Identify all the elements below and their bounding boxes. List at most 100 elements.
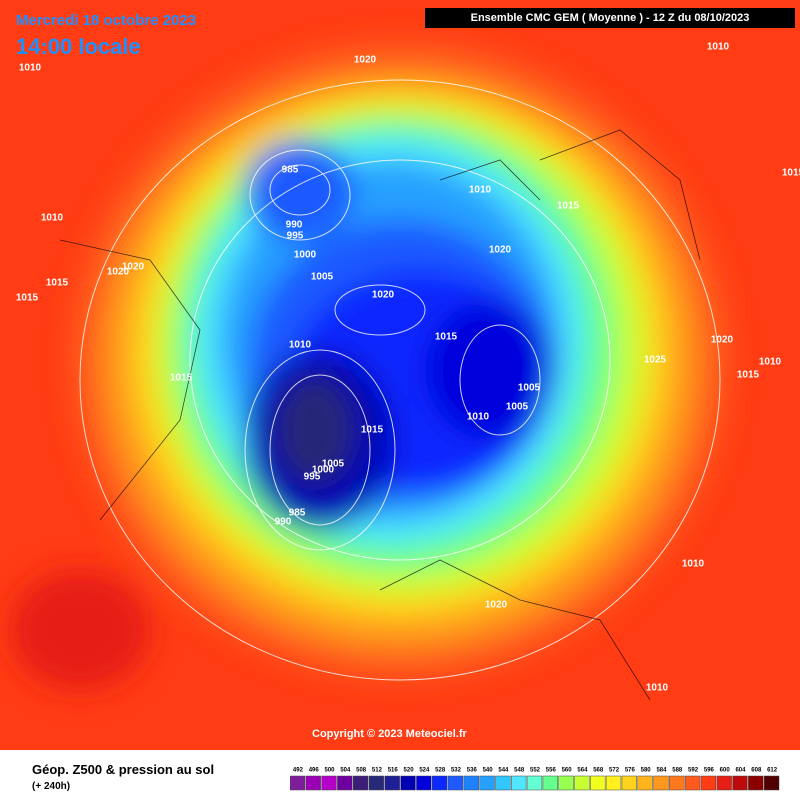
isobar-label: 1020 <box>711 335 734 346</box>
isobar-label: 1015 <box>170 373 193 384</box>
scale-swatch <box>542 775 558 791</box>
scale-swatch <box>352 775 369 791</box>
scale-swatch <box>511 775 527 791</box>
scale-swatch <box>574 775 590 791</box>
isobar-label: 1020 <box>354 55 377 66</box>
scale-swatch <box>526 775 543 791</box>
isobar-label: 1020 <box>122 262 145 273</box>
scale-swatch <box>479 775 495 791</box>
date: Mercredi 18 octobre 2023 <box>16 12 197 29</box>
isobar-label: 995 <box>304 472 321 483</box>
copyright: Copyright © 2023 Meteociel.fr <box>312 728 467 740</box>
scale-label: 600 <box>720 768 731 774</box>
isobar-label: 1000 <box>294 250 317 261</box>
isobar-label: 1015 <box>782 168 800 179</box>
isobar-label: 1020 <box>485 600 508 611</box>
scale-label: 540 <box>483 768 494 774</box>
scale-label: 584 <box>656 768 667 774</box>
isobar-label: 1005 <box>311 272 334 283</box>
isobar-label: 1015 <box>557 201 580 212</box>
scale-swatch <box>637 775 653 791</box>
coastlines <box>59 129 701 701</box>
isobar-label: 985 <box>282 165 299 176</box>
scale-swatch <box>669 775 685 791</box>
footer: Géop. Z500 & pression au sol (+ 240h) 49… <box>0 750 800 800</box>
scale-label: 492 <box>293 768 304 774</box>
isobar-label: 1010 <box>469 185 492 196</box>
scale-swatch <box>700 775 717 791</box>
isobar-label: 1005 <box>322 459 345 470</box>
map: 1010102010109859909951000100510101015102… <box>0 0 800 750</box>
scale-label: 580 <box>641 768 652 774</box>
isobar-label: 1025 <box>644 355 667 366</box>
scale-label: 516 <box>388 768 399 774</box>
isobar-label: 990 <box>286 220 303 231</box>
isobar-label: 990 <box>275 517 292 528</box>
scale-swatch <box>368 775 385 791</box>
isobar-label: 995 <box>287 231 304 242</box>
scale-label: 532 <box>451 768 462 774</box>
scale-label: 564 <box>577 768 588 774</box>
scale-swatch <box>748 775 764 791</box>
lead-time: (+ 240h) <box>32 781 71 792</box>
scale-swatch <box>716 775 732 791</box>
isobar-label: 1010 <box>19 63 42 74</box>
scale-swatch <box>495 775 511 791</box>
isobar-label: 1010 <box>41 213 64 224</box>
isobar-label: 1000 <box>312 465 335 476</box>
scale-label: 500 <box>325 768 336 774</box>
scale-label: 576 <box>625 768 636 774</box>
isobar-label: 1010 <box>707 42 730 53</box>
isobar-label: 1010 <box>759 357 782 368</box>
scale-swatch <box>337 775 353 791</box>
isobar-label: 1010 <box>467 412 490 423</box>
scale-swatch <box>621 775 637 791</box>
scale-label: 572 <box>609 768 620 774</box>
scale-label: 520 <box>404 768 415 774</box>
scale-swatch <box>432 775 448 791</box>
scale-swatch <box>605 775 622 791</box>
scale-label: 548 <box>514 768 525 774</box>
local-time: 14:00 locale <box>16 34 141 59</box>
isobar-label: 1015 <box>16 293 39 304</box>
isobar-label: 1015 <box>46 278 69 289</box>
color-scale: 492 496 500 504 508 512 516 520 524 528 532 536 540 5… <box>290 768 780 791</box>
scale-label: 512 <box>372 768 383 774</box>
isobars <box>79 79 721 681</box>
scale-swatch <box>763 775 780 791</box>
isobar-label: 1005 <box>506 402 529 413</box>
scale-swatch <box>447 775 464 791</box>
isobar-label: 1010 <box>646 683 669 694</box>
scale-swatch <box>400 775 416 791</box>
height-field <box>10 40 730 690</box>
isobar-label: 1015 <box>361 425 384 436</box>
scale-label: 504 <box>340 768 351 774</box>
scale-label: 544 <box>498 768 509 774</box>
scale-label: 560 <box>562 768 573 774</box>
scale-swatch <box>590 775 606 791</box>
scale-swatch <box>384 775 400 791</box>
scale-label: 524 <box>419 768 430 774</box>
scale-swatch <box>416 775 432 791</box>
scale-label: 612 <box>767 768 778 774</box>
scale-swatch <box>463 775 479 791</box>
footer-title: Géop. Z500 & pression au sol <box>32 762 215 777</box>
scale-label: 588 <box>672 768 683 774</box>
scale-label: 568 <box>593 768 604 774</box>
scale-label: 596 <box>704 768 715 774</box>
isobar-label: 1015 <box>435 332 458 343</box>
scale-label: 552 <box>530 768 541 774</box>
isobar-label: 985 <box>289 508 306 519</box>
scale-label: 604 <box>735 768 746 774</box>
isobar-label: 1010 <box>682 559 705 570</box>
scale-swatch <box>653 775 669 791</box>
scale-label: 536 <box>467 768 478 774</box>
scale-swatch <box>290 775 306 791</box>
scale-label: 508 <box>356 768 367 774</box>
isobar-label: 1020 <box>107 267 130 278</box>
model-run: Ensemble CMC GEM ( Moyenne ) - 12 Z du 0… <box>425 8 795 28</box>
isobar-label: 1020 <box>489 245 512 256</box>
scale-label: 608 <box>751 768 762 774</box>
scale-swatch <box>305 775 321 791</box>
